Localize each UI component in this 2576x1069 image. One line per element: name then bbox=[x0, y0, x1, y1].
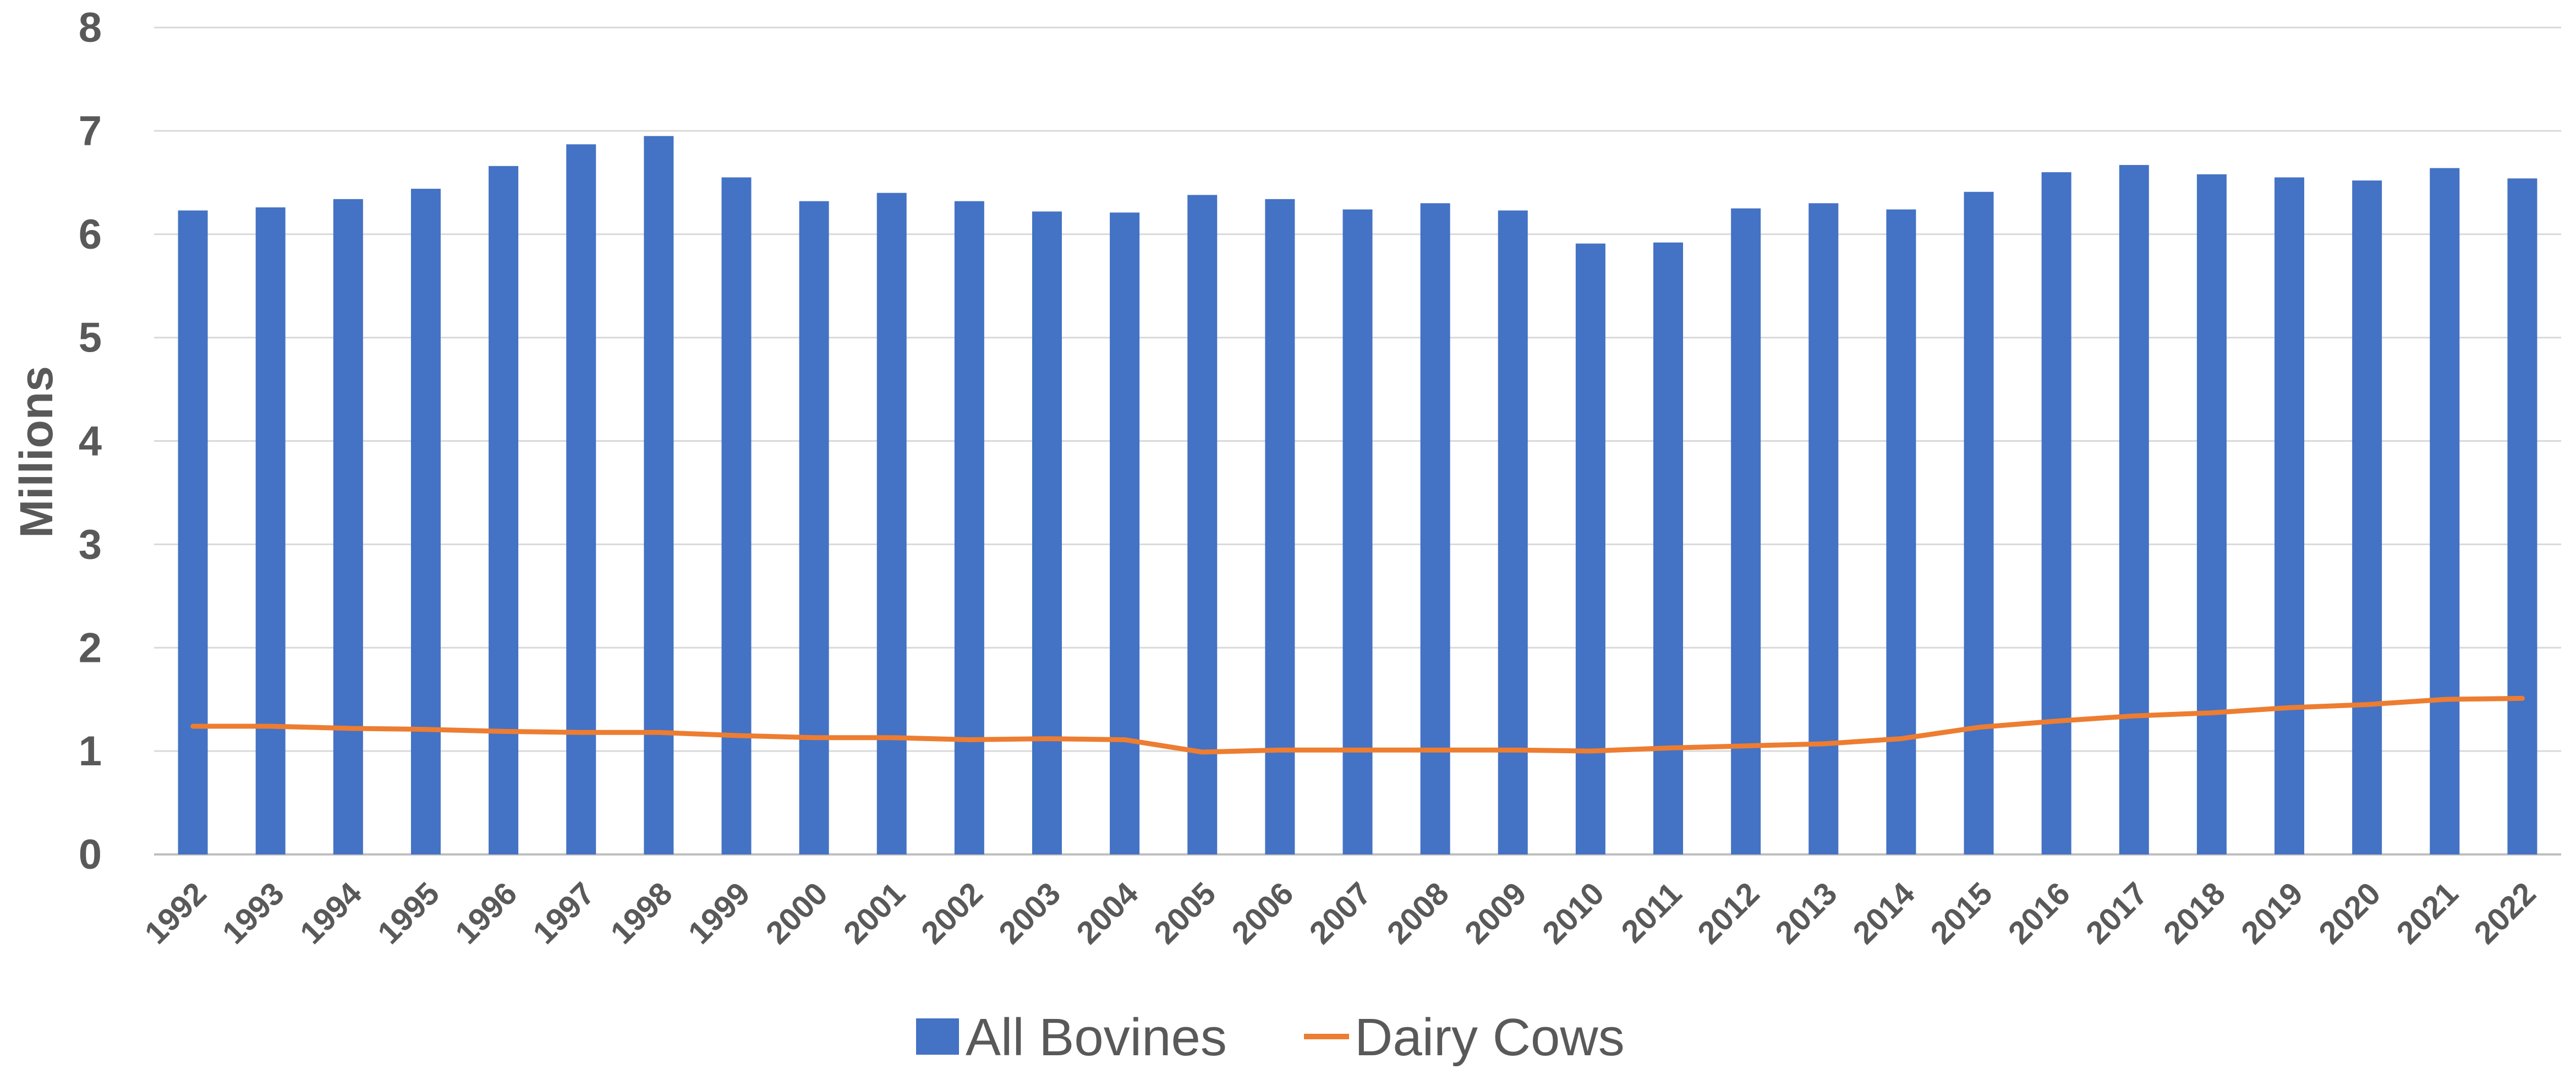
bar-all-bovines-2015 bbox=[1964, 191, 1994, 855]
x-tick-label: 2003 bbox=[992, 875, 1067, 951]
y-tick-label: 3 bbox=[79, 521, 102, 568]
bar-all-bovines-2018 bbox=[2196, 174, 2227, 855]
y-tick-label: 7 bbox=[79, 108, 102, 155]
legend: All Bovines Dairy Cows bbox=[916, 1008, 1625, 1067]
x-tick-label: 2009 bbox=[1458, 875, 1533, 951]
y-tick-label: 8 bbox=[79, 4, 102, 51]
x-tick-label: 1999 bbox=[681, 875, 757, 951]
bar-all-bovines-2002 bbox=[954, 201, 984, 854]
bar-all-bovines-1993 bbox=[255, 207, 286, 855]
bar-all-bovines-1997 bbox=[566, 144, 596, 855]
x-axis-tick-labels: 1992 1993 1994 1995 1996 1997 1998 1999 2000 2001… bbox=[138, 875, 2543, 951]
bar-all-bovines-2001 bbox=[876, 193, 907, 855]
bar-all-bovines-2013 bbox=[1808, 203, 1839, 855]
x-tick-label: 2007 bbox=[1302, 875, 1378, 951]
bar-all-bovines-2008 bbox=[1420, 203, 1450, 855]
x-tick-label: 2000 bbox=[759, 875, 835, 951]
x-tick-label: 2004 bbox=[1070, 875, 1145, 951]
bar-all-bovines-2010 bbox=[1575, 243, 1605, 855]
bar-all-bovines-2011 bbox=[1653, 242, 1684, 854]
x-tick-label: 2019 bbox=[2234, 875, 2310, 951]
legend-label-all-bovines: All Bovines bbox=[966, 1008, 1227, 1067]
x-tick-label: 1993 bbox=[216, 875, 291, 951]
bar-all-bovines-2003 bbox=[1032, 211, 1062, 855]
x-tick-label: 1997 bbox=[526, 875, 601, 951]
x-tick-label: 2017 bbox=[2079, 875, 2155, 951]
line-series-dairy-cows bbox=[190, 695, 2525, 755]
bar-all-bovines-2012 bbox=[1731, 208, 1761, 854]
bar-all-bovines-1992 bbox=[178, 210, 208, 854]
bar-all-bovines-2004 bbox=[1110, 212, 1140, 854]
bar-all-bovines-1996 bbox=[489, 166, 519, 855]
y-axis-title: Millions bbox=[10, 366, 62, 538]
x-tick-label: 1994 bbox=[293, 875, 369, 951]
bar-all-bovines-1998 bbox=[644, 136, 674, 854]
bar-all-bovines-1995 bbox=[410, 189, 441, 855]
x-tick-label: 2013 bbox=[1768, 875, 1844, 951]
bar-all-bovines-2020 bbox=[2352, 180, 2382, 855]
bar-all-bovines-2022 bbox=[2507, 178, 2537, 854]
y-axis-tick-labels: 0 1 2 3 4 5 6 7 8 bbox=[79, 4, 102, 878]
x-tick-label: 2021 bbox=[2389, 875, 2465, 951]
x-tick-label: 1995 bbox=[371, 875, 446, 951]
x-tick-label: 2002 bbox=[914, 875, 990, 951]
x-tick-label: 2008 bbox=[1380, 875, 1456, 951]
bar-series-all-bovines bbox=[178, 136, 2537, 855]
x-tick-label: 2020 bbox=[2312, 875, 2387, 951]
bar-all-bovines-2006 bbox=[1265, 199, 1295, 854]
legend-label-dairy-cows: Dairy Cows bbox=[1355, 1008, 1625, 1067]
y-tick-label: 4 bbox=[79, 418, 102, 465]
bar-all-bovines-1994 bbox=[333, 199, 363, 854]
x-tick-label: 2022 bbox=[2467, 875, 2542, 951]
bar-all-bovines-1999 bbox=[721, 177, 752, 855]
bar-all-bovines-2017 bbox=[2119, 165, 2149, 854]
bar-all-bovines-2007 bbox=[1342, 209, 1373, 854]
y-tick-label: 5 bbox=[79, 315, 102, 361]
y-tick-label: 1 bbox=[79, 728, 102, 775]
bar-all-bovines-2009 bbox=[1498, 210, 1528, 854]
legend-swatch-all-bovines bbox=[916, 1018, 959, 1055]
x-tick-label: 2005 bbox=[1147, 875, 1223, 951]
y-tick-label: 0 bbox=[79, 831, 102, 878]
x-tick-label: 1996 bbox=[448, 875, 524, 951]
x-tick-label: 2016 bbox=[2002, 875, 2077, 951]
x-tick-label: 2012 bbox=[1691, 875, 1766, 951]
x-tick-label: 2015 bbox=[1924, 875, 1999, 951]
x-tick-label: 2014 bbox=[1846, 875, 1921, 951]
y-tick-label: 6 bbox=[79, 211, 102, 258]
x-tick-label: 2018 bbox=[2157, 875, 2232, 951]
x-tick-label: 2011 bbox=[1614, 875, 1689, 950]
bar-all-bovines-2021 bbox=[2430, 168, 2460, 854]
x-tick-label: 2006 bbox=[1225, 875, 1300, 951]
y-tick-label: 2 bbox=[79, 624, 102, 671]
bar-all-bovines-2014 bbox=[1886, 209, 1916, 854]
bar-all-bovines-2000 bbox=[799, 201, 829, 854]
bar-all-bovines-2016 bbox=[2041, 172, 2071, 854]
x-tick-label: 1992 bbox=[138, 875, 213, 951]
bar-all-bovines-2019 bbox=[2274, 177, 2305, 855]
x-tick-label: 2001 bbox=[837, 875, 912, 951]
x-tick-label: 1998 bbox=[604, 875, 679, 951]
bar-all-bovines-2005 bbox=[1187, 195, 1218, 854]
x-tick-label: 2010 bbox=[1536, 875, 1611, 951]
